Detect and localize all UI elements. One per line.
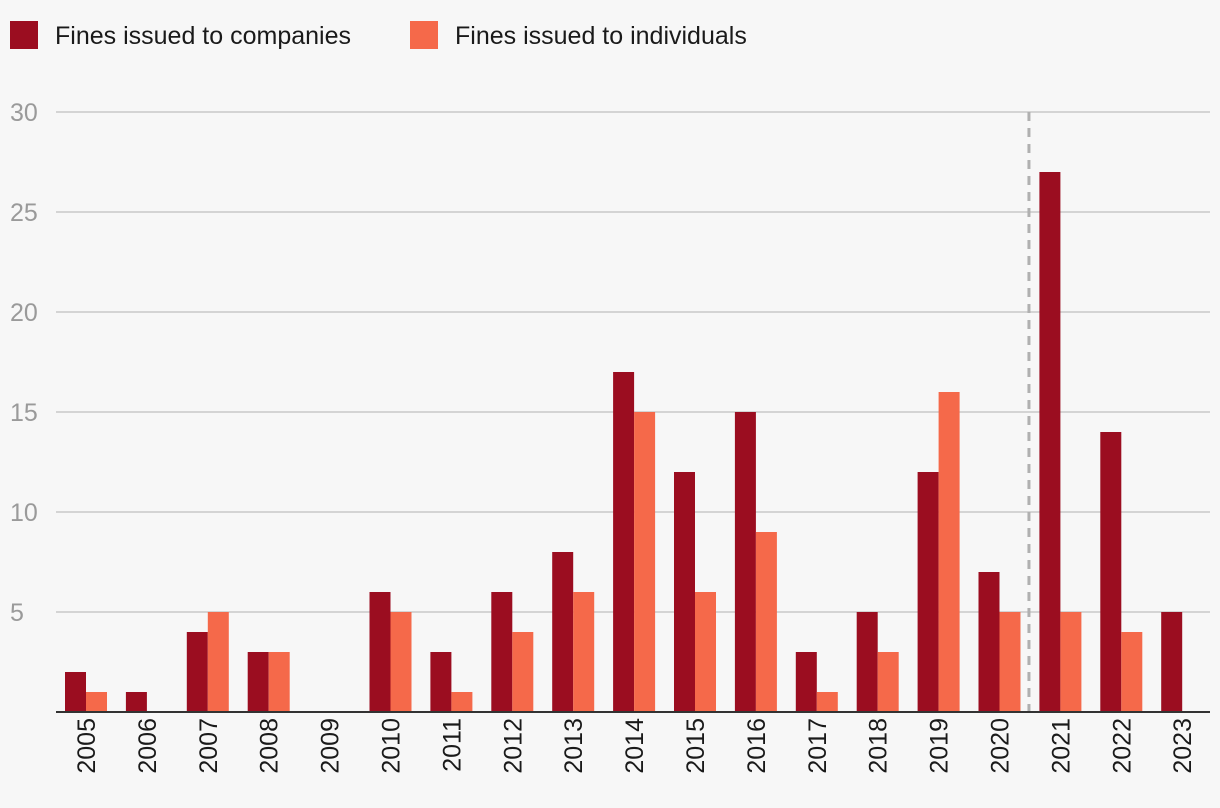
y-tick-label: 15 [10,399,38,427]
x-tick-label: 2010 [378,718,406,774]
bar-company-2007 [186,632,208,712]
bar-company-2021 [1039,172,1061,712]
bar-company-2019 [917,472,939,712]
bars [65,172,1183,712]
bar-company-2012 [491,592,513,712]
bar-individual-2013 [573,592,595,712]
x-tick-label: 2015 [682,718,710,774]
x-tick-label: 2008 [256,718,284,774]
bar-individual-2022 [1121,632,1143,712]
x-tick-label: 2007 [195,718,223,774]
y-tick-label: 5 [10,599,24,627]
x-tick-label: 2017 [804,718,832,774]
x-tick-label: 2006 [134,718,162,774]
x-tick-label: 2021 [1047,718,1075,774]
x-tick-label: 2023 [1169,718,1197,774]
x-tick-label: 2020 [987,718,1015,774]
bar-individual-2017 [816,692,838,712]
bar-company-2023 [1161,612,1183,712]
x-tick-label: 2011 [438,718,466,772]
bar-individual-2021 [1060,612,1082,712]
x-tick-label: 2016 [743,718,771,774]
x-tick-label: 2018 [865,718,893,774]
x-tick-label: 2013 [560,718,588,774]
y-tick-label: 30 [10,99,38,127]
bar-company-2020 [978,572,1000,712]
bar-company-2018 [856,612,878,712]
bar-individual-2014 [634,412,656,712]
x-tick-label: 2009 [317,718,345,774]
x-tick-label: 2014 [621,718,649,774]
legend-label-companies: Fines issued to companies [55,22,351,50]
bar-company-2010 [369,592,391,712]
bar-individual-2005 [86,692,107,712]
bar-company-2014 [613,372,635,712]
bar-individual-2011 [451,692,473,712]
y-tick-label: 25 [10,199,38,227]
legend: Fines issued to companies Fines issued t… [10,21,747,50]
bar-company-2015 [674,472,695,712]
y-tick-label: 10 [10,499,38,527]
y-axis-ticks: 5 10 15 20 25 30 [10,99,38,627]
legend-swatch-individuals [410,21,438,49]
bar-company-2022 [1100,432,1122,712]
bar-company-2011 [430,652,452,712]
bar-individual-2012 [512,632,534,712]
bar-individual-2018 [877,652,899,712]
x-tick-label: 2012 [499,718,527,774]
bar-individual-2008 [268,652,290,712]
bar-individual-2010 [390,612,412,712]
bar-company-2016 [734,412,756,712]
x-axis-ticks: 2005 2006 2007 2008 2009 2010 2011 2012 2013 2014… [73,718,1197,774]
x-tick-label: 2005 [73,718,101,774]
bar-company-2017 [795,652,817,712]
bar-company-2005 [65,672,86,712]
x-tick-label: 2019 [926,718,954,774]
bar-company-2006 [125,692,147,712]
x-tick-label: 2022 [1108,718,1136,774]
legend-label-individuals: Fines issued to individuals [455,22,747,50]
bar-individual-2015 [695,592,716,712]
bar-individual-2019 [938,392,960,712]
y-tick-label: 20 [10,299,38,327]
bar-company-2008 [247,652,269,712]
bar-individual-2016 [755,532,777,712]
bar-individual-2007 [207,612,229,712]
bar-individual-2020 [999,612,1021,712]
legend-swatch-companies [10,21,38,49]
bar-company-2013 [552,552,574,712]
